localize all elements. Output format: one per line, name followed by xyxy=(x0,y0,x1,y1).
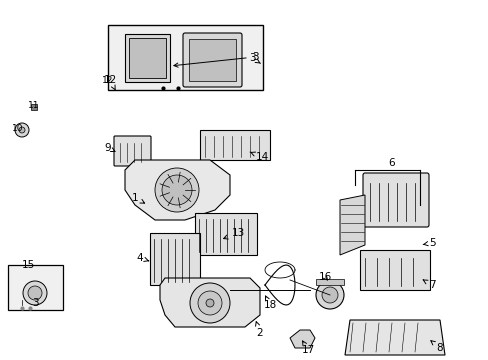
Circle shape xyxy=(19,127,25,133)
Bar xyxy=(189,39,236,81)
Circle shape xyxy=(162,175,192,205)
FancyBboxPatch shape xyxy=(362,173,428,227)
Text: 16: 16 xyxy=(318,272,331,282)
Circle shape xyxy=(315,281,343,309)
Bar xyxy=(108,25,263,90)
FancyBboxPatch shape xyxy=(183,33,242,87)
Text: 13: 13 xyxy=(223,228,244,239)
Text: 14: 14 xyxy=(249,152,268,162)
Text: 2: 2 xyxy=(255,321,263,338)
Text: 6: 6 xyxy=(388,158,394,168)
Polygon shape xyxy=(345,320,444,355)
Text: 15: 15 xyxy=(21,260,35,270)
Bar xyxy=(195,213,257,255)
Circle shape xyxy=(15,123,29,137)
Bar xyxy=(8,265,63,310)
Text: 5: 5 xyxy=(422,238,434,248)
Circle shape xyxy=(190,283,229,323)
Text: 17: 17 xyxy=(301,341,314,355)
Text: 12: 12 xyxy=(103,75,116,90)
Text: 11: 11 xyxy=(28,100,40,109)
Circle shape xyxy=(321,287,337,303)
Bar xyxy=(315,279,343,285)
Text: 18: 18 xyxy=(263,296,276,310)
Polygon shape xyxy=(160,278,260,327)
Bar xyxy=(129,38,165,78)
Text: 3: 3 xyxy=(32,298,38,308)
Text: 3: 3 xyxy=(174,52,258,67)
Text: 12: 12 xyxy=(102,76,113,85)
Text: 8: 8 xyxy=(430,341,443,353)
Circle shape xyxy=(23,281,47,305)
Text: 1: 1 xyxy=(131,193,144,203)
Bar xyxy=(200,130,269,160)
Polygon shape xyxy=(125,160,229,220)
Circle shape xyxy=(155,168,199,212)
Text: 3: 3 xyxy=(248,53,260,63)
Circle shape xyxy=(205,299,214,307)
Bar xyxy=(125,34,170,82)
Polygon shape xyxy=(339,195,364,255)
Polygon shape xyxy=(289,330,314,348)
Text: 4: 4 xyxy=(137,253,148,263)
Bar xyxy=(150,233,200,285)
Text: 9: 9 xyxy=(104,143,115,153)
Circle shape xyxy=(28,286,42,300)
Text: 7: 7 xyxy=(422,280,434,290)
Text: 10: 10 xyxy=(12,123,24,132)
Bar xyxy=(359,250,429,290)
FancyBboxPatch shape xyxy=(114,136,151,166)
Circle shape xyxy=(198,291,222,315)
